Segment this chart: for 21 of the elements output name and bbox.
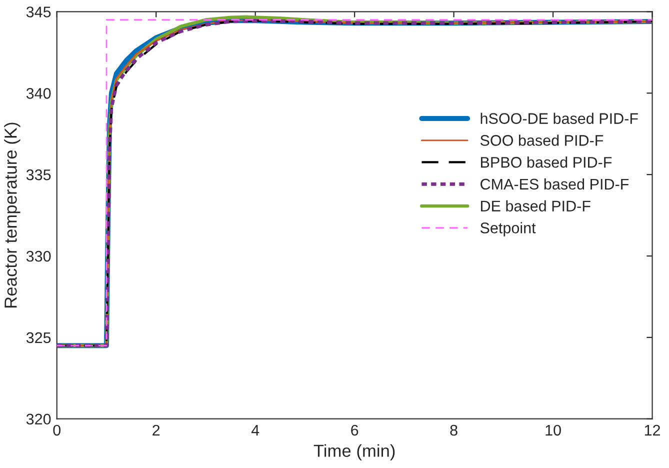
x-tick-label: 0 bbox=[53, 424, 61, 436]
y-tick-label: 330 bbox=[26, 250, 51, 262]
legend-label: SOO based PID-F bbox=[480, 134, 604, 146]
x-tick-label: 10 bbox=[546, 424, 561, 436]
legend-label: DE based PID-F bbox=[481, 200, 590, 212]
legend-label: CMA-ES based PID-F bbox=[480, 178, 629, 190]
y-tick-label: 340 bbox=[26, 88, 51, 99]
legend-label: BPBO based PID-F bbox=[481, 156, 612, 168]
x-tick-label: 2 bbox=[152, 424, 160, 436]
x-axis-title: Time (min) bbox=[314, 444, 395, 460]
y-tick-label: 320 bbox=[26, 414, 51, 425]
y-axis-title: Reactor temperature (K) bbox=[4, 122, 20, 308]
legend-label: hSOO-DE based PID-F bbox=[480, 112, 638, 124]
y-tick-label: 335 bbox=[26, 169, 51, 180]
legend-label: Setpoint bbox=[480, 222, 536, 236]
x-tick-label: 12 bbox=[644, 424, 660, 436]
y-tick-label: 325 bbox=[26, 332, 51, 344]
y-tick-label: 345 bbox=[26, 6, 51, 18]
x-tick-label: 8 bbox=[450, 424, 458, 436]
x-tick-label: 6 bbox=[351, 424, 358, 436]
x-tick-label: 4 bbox=[251, 424, 260, 436]
